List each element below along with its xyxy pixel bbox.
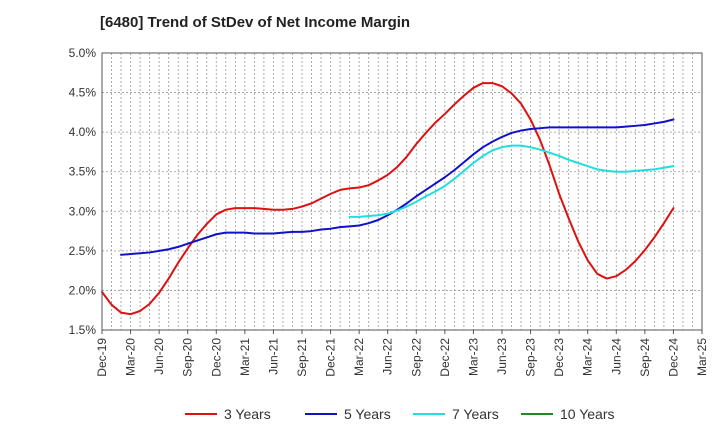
legend: 3 Years 5 Years 7 Years 10 Years	[185, 406, 615, 422]
y-axis-ticks: 1.5% 2.0% 2.5% 3.0% 3.5% 4.0% 4.5% 5.0%	[69, 46, 97, 337]
x-tick-label: Mar-25	[695, 338, 709, 376]
legend-label: 5 Years	[344, 406, 391, 422]
x-tick-label: Mar-20	[124, 338, 138, 376]
grid	[101, 52, 703, 331]
series-line-7-years	[348, 144, 675, 218]
legend-label: 10 Years	[560, 406, 615, 422]
x-tick-label: Sep-24	[638, 338, 652, 377]
x-tick-label: Mar-22	[352, 338, 366, 376]
legend-label: 3 Years	[224, 406, 271, 422]
x-axis-ticks: Dec-19 Mar-20 Jun-20 Sep-20 Dec-20 Mar-21 Jun-…	[95, 330, 709, 377]
x-tick-label: Mar-21	[238, 338, 252, 376]
x-tick-label: Jun-20	[152, 338, 166, 375]
series-line-3-years	[101, 82, 675, 316]
chart-title: [6480] Trend of StDev of Net Income Marg…	[100, 14, 411, 31]
x-tick-label: Dec-22	[438, 338, 452, 377]
y-tick-label: 5.0%	[69, 46, 97, 60]
x-tick-label: Sep-21	[295, 338, 309, 377]
y-tick-label: 1.5%	[69, 323, 97, 337]
y-tick-label: 4.0%	[69, 125, 97, 139]
x-tick-label: Jun-21	[266, 338, 280, 375]
x-tick-label: Mar-23	[466, 338, 480, 376]
x-tick-label: Dec-20	[209, 338, 223, 377]
legend-label: 7 Years	[452, 406, 499, 422]
x-tick-label: Dec-23	[552, 338, 566, 377]
plot-frame	[101, 52, 703, 331]
y-tick-label: 3.5%	[69, 165, 97, 179]
x-tick-label: Mar-24	[581, 338, 595, 376]
x-tick-label: Sep-23	[524, 338, 538, 377]
x-tick-label: Jun-24	[609, 338, 623, 375]
x-tick-label: Sep-22	[409, 338, 423, 377]
y-tick-label: 3.0%	[69, 204, 97, 218]
x-tick-label: Dec-19	[95, 338, 109, 377]
y-tick-label: 4.5%	[69, 86, 97, 100]
y-tick-label: 2.5%	[69, 244, 97, 258]
x-tick-label: Dec-24	[666, 338, 680, 377]
series-lines	[101, 82, 675, 316]
plot-border	[101, 52, 703, 331]
x-tick-label: Jun-22	[381, 338, 395, 375]
y-tick-label: 2.0%	[69, 283, 97, 297]
x-tick-label: Sep-20	[181, 338, 195, 377]
x-tick-label: Jun-23	[495, 338, 509, 375]
x-tick-label: Dec-21	[324, 338, 338, 377]
